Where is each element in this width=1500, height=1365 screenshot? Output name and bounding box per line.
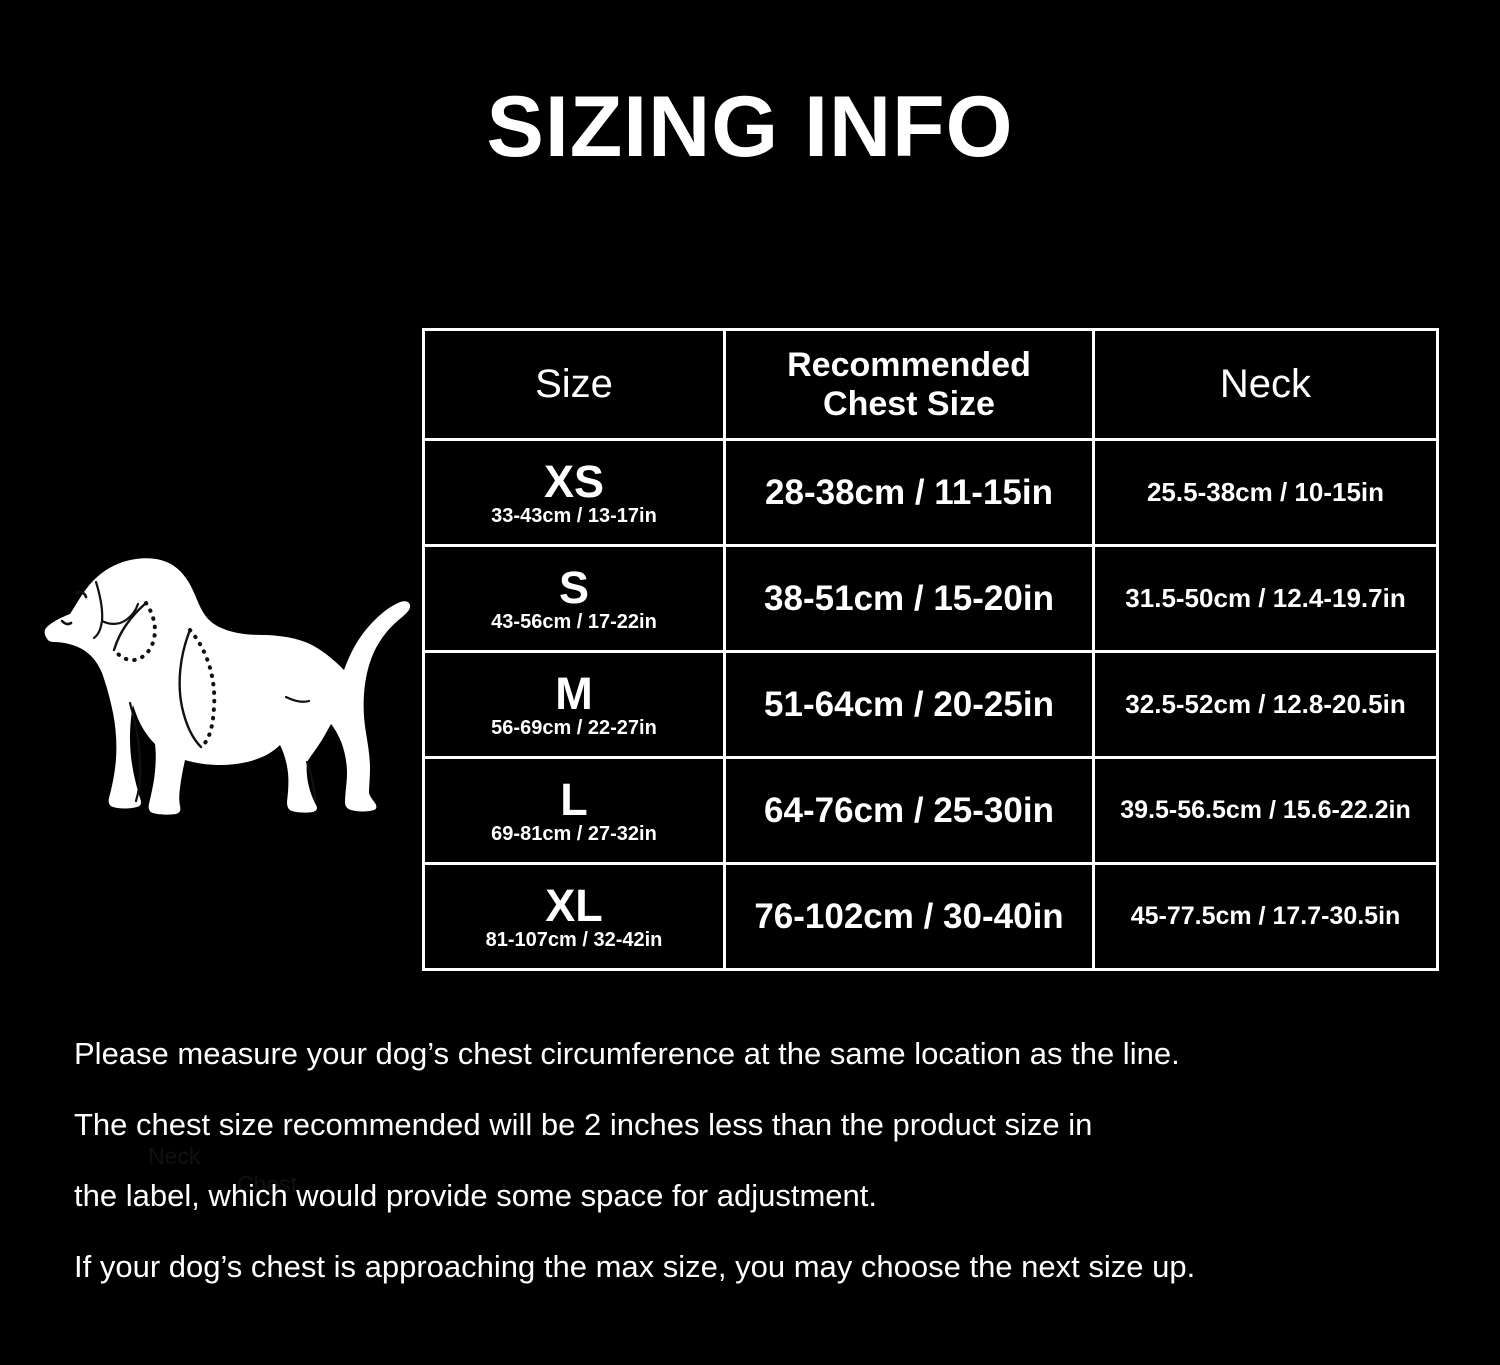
cell-size: XL 81-107cm / 32-42in xyxy=(422,862,726,971)
cell-neck: 32.5-52cm / 12.8-20.5in xyxy=(1092,650,1439,759)
neck-range: 45-77.5cm / 17.7-30.5in xyxy=(1130,902,1401,930)
chest-range: 64-76cm / 25-30in xyxy=(764,791,1054,830)
column-header-chest-line2: Chest Size xyxy=(823,384,995,423)
size-label: XS xyxy=(543,456,605,507)
size-label: L xyxy=(560,774,588,825)
cell-neck: 25.5-38cm / 10-15in xyxy=(1092,438,1439,547)
cell-chest: 51-64cm / 20-25in xyxy=(723,650,1095,759)
table-header: Size Recommended Chest Size Neck xyxy=(422,328,1439,441)
neck-measure-label: Neck xyxy=(148,1143,201,1169)
chest-range: 38-51cm / 15-20in xyxy=(764,579,1054,618)
cell-neck: 45-77.5cm / 17.7-30.5in xyxy=(1092,862,1439,971)
cell-size: M 56-69cm / 22-27in xyxy=(422,650,726,759)
table-row: S 43-56cm / 17-22in 38-51cm / 15-20in 31… xyxy=(422,544,1439,653)
table-row: M 56-69cm / 22-27in 51-64cm / 20-25in 32… xyxy=(422,650,1439,759)
size-range: 69-81cm / 27-32in xyxy=(491,823,657,845)
neck-range: 39.5-56.5cm / 15.6-22.2in xyxy=(1120,796,1411,824)
size-label: S xyxy=(558,562,589,613)
instruction-line: The chest size recommended will be 2 inc… xyxy=(74,1107,1093,1142)
chest-measure-label: Chest xyxy=(237,1171,298,1197)
cell-size: S 43-56cm / 17-22in xyxy=(422,544,726,653)
page-title: SIZING INFO xyxy=(486,79,1014,175)
cell-size: L 69-81cm / 27-32in xyxy=(422,756,726,865)
cell-chest: 28-38cm / 11-15in xyxy=(723,438,1095,547)
column-header-chest-line1: Recommended xyxy=(787,346,1031,385)
size-range: 56-69cm / 22-27in xyxy=(491,717,657,739)
neck-range: 31.5-50cm / 12.4-19.7in xyxy=(1125,583,1406,613)
size-label: XL xyxy=(545,880,603,931)
column-header-size: Size xyxy=(422,328,726,441)
neck-range: 25.5-38cm / 10-15in xyxy=(1146,477,1385,507)
instructions-block: Please measure your dog’s chest circumfe… xyxy=(74,1038,1434,1282)
table-row: XS 33-43cm / 13-17in 28-38cm / 11-15in 2… xyxy=(422,438,1439,547)
chest-range: 76-102cm / 30-40in xyxy=(754,897,1064,936)
size-label: M xyxy=(555,668,593,719)
cell-neck: 39.5-56.5cm / 15.6-22.2in xyxy=(1092,756,1439,865)
cell-chest: 38-51cm / 15-20in xyxy=(723,544,1095,653)
size-range: 33-43cm / 13-17in xyxy=(491,505,657,527)
dog-silhouette-icon xyxy=(44,558,411,815)
instruction-line: If your dog’s chest is approaching the m… xyxy=(74,1249,1196,1284)
cell-size: XS 33-43cm / 13-17in xyxy=(422,438,726,547)
cell-chest: 76-102cm / 30-40in xyxy=(723,862,1095,971)
chest-range: 51-64cm / 20-25in xyxy=(764,685,1054,724)
table-body: XS 33-43cm / 13-17in 28-38cm / 11-15in 2… xyxy=(422,438,1439,971)
table-row: L 69-81cm / 27-32in 64-76cm / 25-30in 39… xyxy=(422,756,1439,865)
instruction-line: Please measure your dog’s chest circumfe… xyxy=(74,1036,1180,1071)
dog-measurement-diagram: Neck Chest xyxy=(18,525,418,1196)
cell-chest: 64-76cm / 25-30in xyxy=(723,756,1095,865)
cell-neck: 31.5-50cm / 12.4-19.7in xyxy=(1092,544,1439,653)
column-header-chest: Recommended Chest Size xyxy=(723,328,1095,441)
size-range: 43-56cm / 17-22in xyxy=(491,611,657,633)
column-header-neck: Neck xyxy=(1092,328,1439,441)
neck-range: 32.5-52cm / 12.8-20.5in xyxy=(1125,689,1406,719)
table-row: XL 81-107cm / 32-42in 76-102cm / 30-40in… xyxy=(422,862,1439,971)
instruction-line: the label, which would provide some spac… xyxy=(74,1178,877,1213)
size-range: 81-107cm / 32-42in xyxy=(485,929,663,951)
table-header-row: Size Recommended Chest Size Neck xyxy=(422,328,1439,441)
sizing-table: Size Recommended Chest Size Neck XS 33-4… xyxy=(422,328,1439,971)
chest-range: 28-38cm / 11-15in xyxy=(765,473,1053,512)
